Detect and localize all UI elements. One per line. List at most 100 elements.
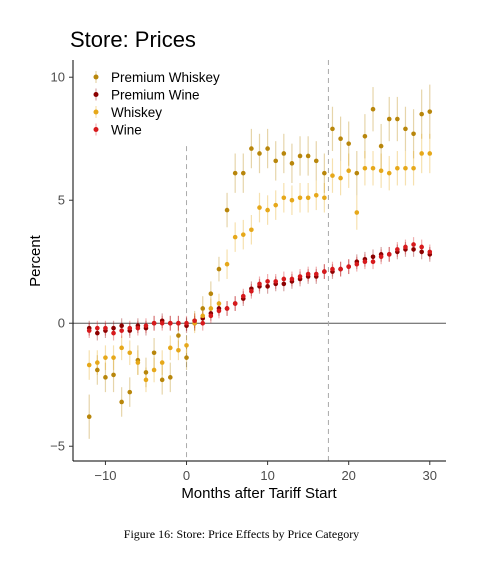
whiskey-point <box>232 234 238 240</box>
wine-point <box>403 244 408 250</box>
premium-whiskey-point <box>86 414 92 420</box>
whiskey-point <box>378 168 384 174</box>
whiskey-point <box>322 195 327 201</box>
whiskey-point <box>216 301 222 306</box>
wine-point <box>395 247 400 252</box>
whiskey-point <box>370 165 376 171</box>
whiskey-point <box>313 193 319 198</box>
premium-whiskey-point <box>240 170 246 176</box>
chart-title: Store: Prices <box>70 27 196 52</box>
whiskey-point <box>184 343 189 348</box>
wine-point <box>427 249 433 255</box>
wine-point <box>135 325 141 331</box>
premium-wine-point <box>419 249 424 255</box>
legend-label: Wine <box>111 123 142 138</box>
legend-marker <box>93 74 99 80</box>
wine-point <box>411 242 416 247</box>
premium-whiskey-point <box>427 109 433 114</box>
whiskey-point <box>119 345 124 351</box>
x-axis-label: Months after Tariff Start <box>181 485 337 502</box>
premium-whiskey-point <box>119 399 124 405</box>
whiskey-point <box>257 205 262 210</box>
premium-whiskey-point <box>370 106 376 112</box>
wine-point <box>322 269 327 274</box>
premium-wine-point <box>370 254 376 260</box>
whiskey-point <box>403 165 408 171</box>
premium-wine-point <box>281 281 287 287</box>
whiskey-point <box>427 151 433 156</box>
legend-item: Wine <box>93 123 142 138</box>
whiskey-point <box>362 165 368 171</box>
wine-point <box>95 325 100 331</box>
wine-point <box>386 252 392 257</box>
whiskey-point <box>103 355 108 360</box>
x-tick-label: 20 <box>341 468 355 483</box>
premium-whiskey-point <box>216 266 222 272</box>
legend-label: Premium Whiskey <box>111 70 220 85</box>
whiskey-point <box>289 197 295 203</box>
premium-wine-point <box>111 325 116 331</box>
whiskey-point <box>176 347 181 353</box>
wine-point <box>354 261 360 267</box>
figure-caption: Figure 16: Store: Price Effects by Price… <box>123 527 360 541</box>
wine-point <box>240 293 246 299</box>
wine-point <box>111 330 116 336</box>
wine-point <box>297 274 303 279</box>
premium-whiskey-point <box>378 143 384 149</box>
whiskey-point <box>135 360 141 365</box>
whiskey-point <box>411 165 416 171</box>
premium-whiskey-point <box>249 146 254 151</box>
legend-label: Premium Wine <box>111 88 200 103</box>
wine-point <box>159 320 165 326</box>
legend-label: Whiskey <box>111 105 162 120</box>
premium-wine-point <box>411 247 416 252</box>
x-tick-label: 0 <box>183 468 190 483</box>
y-tick-label: 0 <box>58 316 65 331</box>
y-tick-label: 10 <box>51 70 65 85</box>
premium-whiskey-point <box>200 306 206 311</box>
wine-point <box>200 320 206 326</box>
wine-point <box>224 306 230 311</box>
whiskey-point <box>386 170 392 176</box>
premium-whiskey-point <box>386 116 392 122</box>
premium-whiskey-point <box>143 370 149 375</box>
premium-whiskey-point <box>354 170 360 176</box>
premium-whiskey-point <box>338 136 343 142</box>
wine-point <box>143 323 149 328</box>
premium-whiskey-point <box>411 131 416 137</box>
wine-point <box>330 266 335 272</box>
whiskey-point <box>281 195 287 201</box>
legend-marker <box>93 109 99 115</box>
premium-wine-point <box>119 323 124 328</box>
premium-whiskey-point <box>176 333 181 338</box>
premium-whiskey-point <box>395 116 400 122</box>
y-axis-label: Percent <box>27 234 44 287</box>
whiskey-point <box>330 173 335 178</box>
premium-whiskey-point <box>265 146 270 151</box>
wine-point <box>273 279 279 284</box>
premium-whiskey-point <box>232 170 238 176</box>
wine-point <box>232 301 238 306</box>
legend-item: Whiskey <box>93 105 162 120</box>
wine-point <box>338 266 343 272</box>
legend-item: Premium Whiskey <box>93 70 220 85</box>
whiskey-point <box>208 306 214 311</box>
premium-whiskey-point <box>273 158 279 164</box>
wine-point <box>249 288 254 294</box>
wine-point <box>103 325 108 331</box>
wine-point <box>192 318 197 324</box>
wine-point <box>151 320 157 326</box>
premium-whiskey-point <box>95 367 100 373</box>
whiskey-point <box>305 195 311 201</box>
premium-whiskey-point <box>208 291 214 297</box>
whiskey-point <box>95 360 100 365</box>
wine-point <box>265 279 270 284</box>
y-ticks: −5 0 5 10 <box>50 70 73 454</box>
whiskey-point <box>200 313 206 319</box>
wine-point <box>419 244 424 250</box>
wine-point <box>119 328 124 333</box>
premium-whiskey-point <box>313 158 319 164</box>
wine-point <box>305 271 311 277</box>
wine-point <box>289 276 295 282</box>
legend: Premium Whiskey Premium Wine Whiskey Wine <box>93 70 220 138</box>
